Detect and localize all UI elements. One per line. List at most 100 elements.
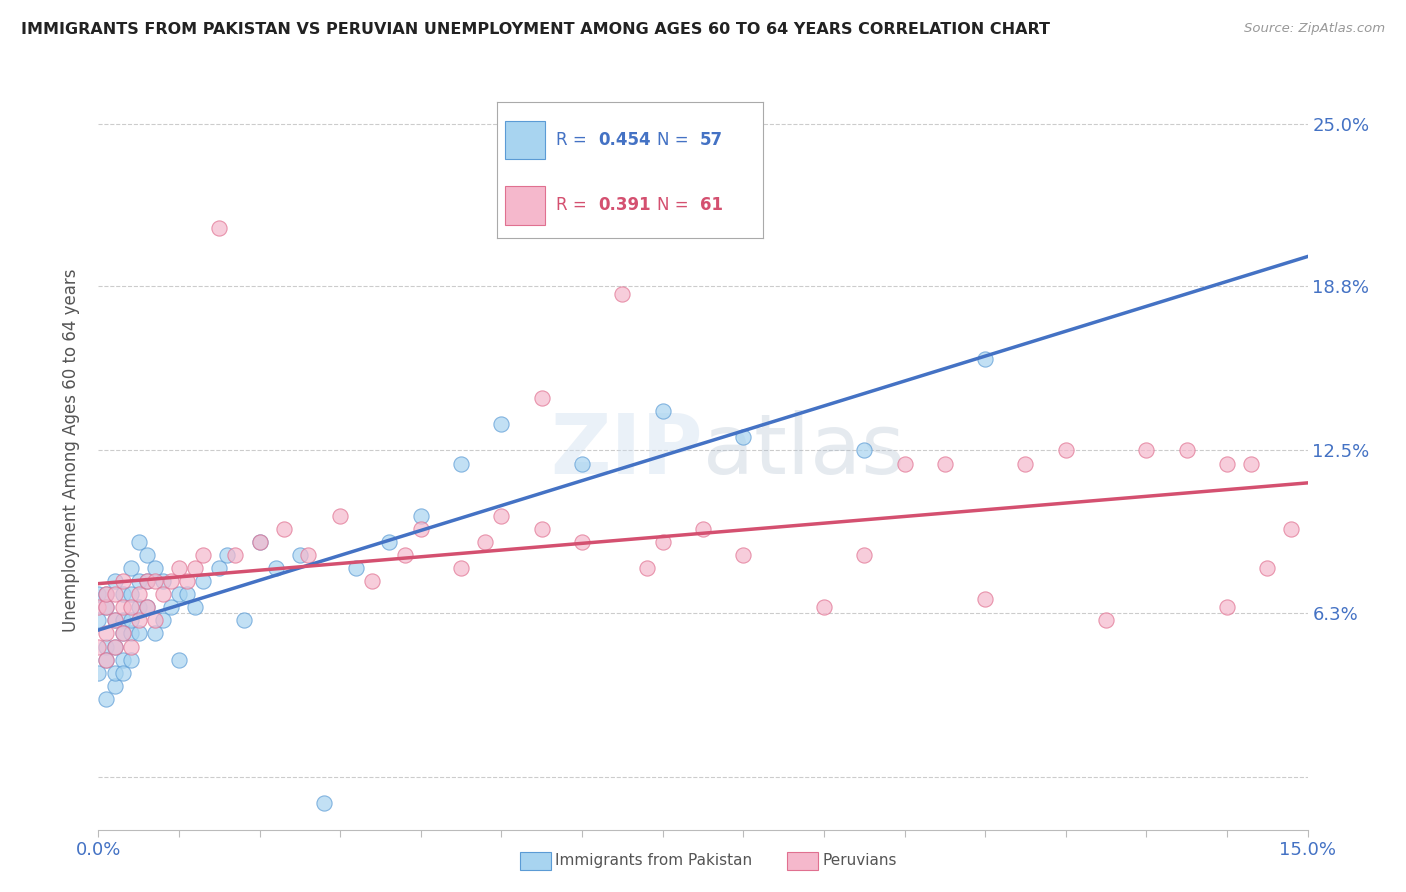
- Text: atlas: atlas: [703, 410, 904, 491]
- Point: [111, 614, 134, 628]
- Point: [361, 574, 384, 589]
- Point: [96, 626, 118, 640]
- Point: [128, 600, 150, 615]
- Point: [636, 561, 658, 575]
- Y-axis label: Unemployment Among Ages 60 to 64 years: Unemployment Among Ages 60 to 64 years: [62, 268, 80, 632]
- Point: [232, 614, 254, 628]
- Point: [120, 587, 142, 601]
- Point: [111, 652, 134, 666]
- Point: [135, 574, 157, 589]
- Point: [111, 626, 134, 640]
- Point: [1014, 457, 1036, 471]
- Point: [249, 535, 271, 549]
- Point: [167, 561, 190, 575]
- Point: [120, 614, 142, 628]
- Point: [143, 574, 166, 589]
- Point: [111, 574, 134, 589]
- Point: [96, 587, 118, 601]
- Point: [1095, 614, 1118, 628]
- Text: Immigrants from Pakistan: Immigrants from Pakistan: [555, 854, 752, 868]
- Point: [193, 548, 215, 562]
- Point: [96, 587, 118, 601]
- Point: [474, 535, 496, 549]
- Point: [176, 587, 198, 601]
- Point: [87, 614, 110, 628]
- Point: [651, 404, 673, 418]
- Text: Source: ZipAtlas.com: Source: ZipAtlas.com: [1244, 22, 1385, 36]
- Point: [1216, 457, 1239, 471]
- Point: [314, 797, 336, 811]
- Point: [571, 457, 593, 471]
- Point: [394, 548, 416, 562]
- Text: Peruvians: Peruvians: [823, 854, 897, 868]
- Point: [87, 587, 110, 601]
- Point: [143, 561, 166, 575]
- Point: [184, 561, 207, 575]
- Point: [853, 548, 876, 562]
- Point: [96, 600, 118, 615]
- Point: [409, 508, 432, 523]
- Point: [96, 600, 118, 615]
- Point: [111, 600, 134, 615]
- Point: [96, 691, 118, 706]
- Point: [111, 665, 134, 680]
- Point: [1054, 443, 1077, 458]
- Point: [103, 614, 125, 628]
- Point: [530, 522, 553, 536]
- Point: [152, 614, 174, 628]
- Point: [103, 574, 125, 589]
- Point: [249, 535, 271, 549]
- Point: [128, 535, 150, 549]
- Point: [103, 665, 125, 680]
- Point: [224, 548, 246, 562]
- Point: [193, 574, 215, 589]
- Point: [853, 443, 876, 458]
- Point: [111, 587, 134, 601]
- Point: [450, 457, 472, 471]
- Point: [87, 665, 110, 680]
- Point: [176, 574, 198, 589]
- Point: [208, 561, 231, 575]
- Point: [143, 614, 166, 628]
- Point: [733, 548, 755, 562]
- Text: IMMIGRANTS FROM PAKISTAN VS PERUVIAN UNEMPLOYMENT AMONG AGES 60 TO 64 YEARS CORR: IMMIGRANTS FROM PAKISTAN VS PERUVIAN UNE…: [21, 22, 1050, 37]
- Point: [733, 430, 755, 444]
- Point: [612, 286, 634, 301]
- Point: [87, 600, 110, 615]
- Point: [160, 574, 183, 589]
- Point: [692, 522, 714, 536]
- Point: [120, 652, 142, 666]
- Point: [128, 614, 150, 628]
- Point: [184, 600, 207, 615]
- Point: [571, 535, 593, 549]
- Point: [103, 640, 125, 654]
- Point: [1135, 443, 1157, 458]
- Point: [120, 600, 142, 615]
- Point: [135, 548, 157, 562]
- Point: [491, 417, 513, 432]
- Point: [96, 652, 118, 666]
- Point: [167, 652, 190, 666]
- Point: [160, 600, 183, 615]
- Point: [450, 561, 472, 575]
- Point: [974, 592, 997, 607]
- Point: [87, 640, 110, 654]
- Point: [103, 587, 125, 601]
- Point: [103, 679, 125, 693]
- Point: [1216, 600, 1239, 615]
- Point: [1256, 561, 1278, 575]
- Point: [934, 457, 956, 471]
- Text: ZIP: ZIP: [551, 410, 703, 491]
- Point: [651, 535, 673, 549]
- Point: [1175, 443, 1198, 458]
- Point: [273, 522, 295, 536]
- Point: [377, 535, 399, 549]
- Point: [152, 574, 174, 589]
- Point: [111, 626, 134, 640]
- Point: [344, 561, 367, 575]
- Point: [1281, 522, 1303, 536]
- Point: [135, 600, 157, 615]
- Point: [893, 457, 915, 471]
- Point: [1240, 457, 1263, 471]
- Point: [530, 391, 553, 405]
